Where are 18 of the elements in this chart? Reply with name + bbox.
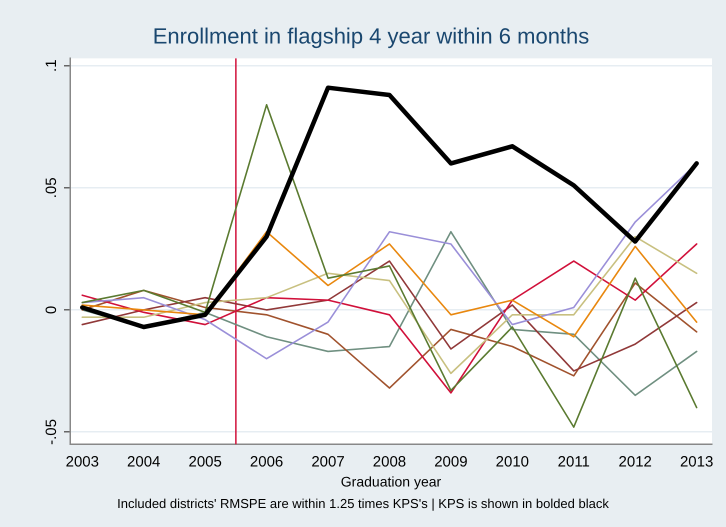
x-tick-label: 2007 — [311, 453, 345, 470]
x-tick-label: 2012 — [618, 453, 652, 470]
x-tick-label: 2010 — [496, 453, 530, 470]
y-tick-label: -.05 — [43, 419, 60, 445]
x-tick-label: 2005 — [188, 453, 222, 470]
text: Included districts' RMSPE are within 1.25 times KPS's | KPS is shown in bolded black — [116, 496, 610, 511]
x-tick-label: 2004 — [127, 453, 160, 470]
chart-title: Enrollment in flagship 4 year within 6 months — [152, 23, 590, 48]
x-tick-label: 2013 — [680, 453, 714, 470]
x-tick-label: 2011 — [558, 453, 590, 470]
x-tick-label: 2009 — [434, 453, 468, 470]
x-tick-label: 2008 — [372, 453, 406, 470]
x-axis-title: Graduation year — [340, 473, 442, 490]
x-tick-label: 2006 — [250, 453, 284, 470]
y-tick-label: 0 — [43, 306, 60, 314]
y-tick-label: .1 — [43, 59, 60, 72]
x-tick-label: 2003 — [66, 453, 99, 470]
y-tick-label: .05 — [43, 177, 60, 198]
